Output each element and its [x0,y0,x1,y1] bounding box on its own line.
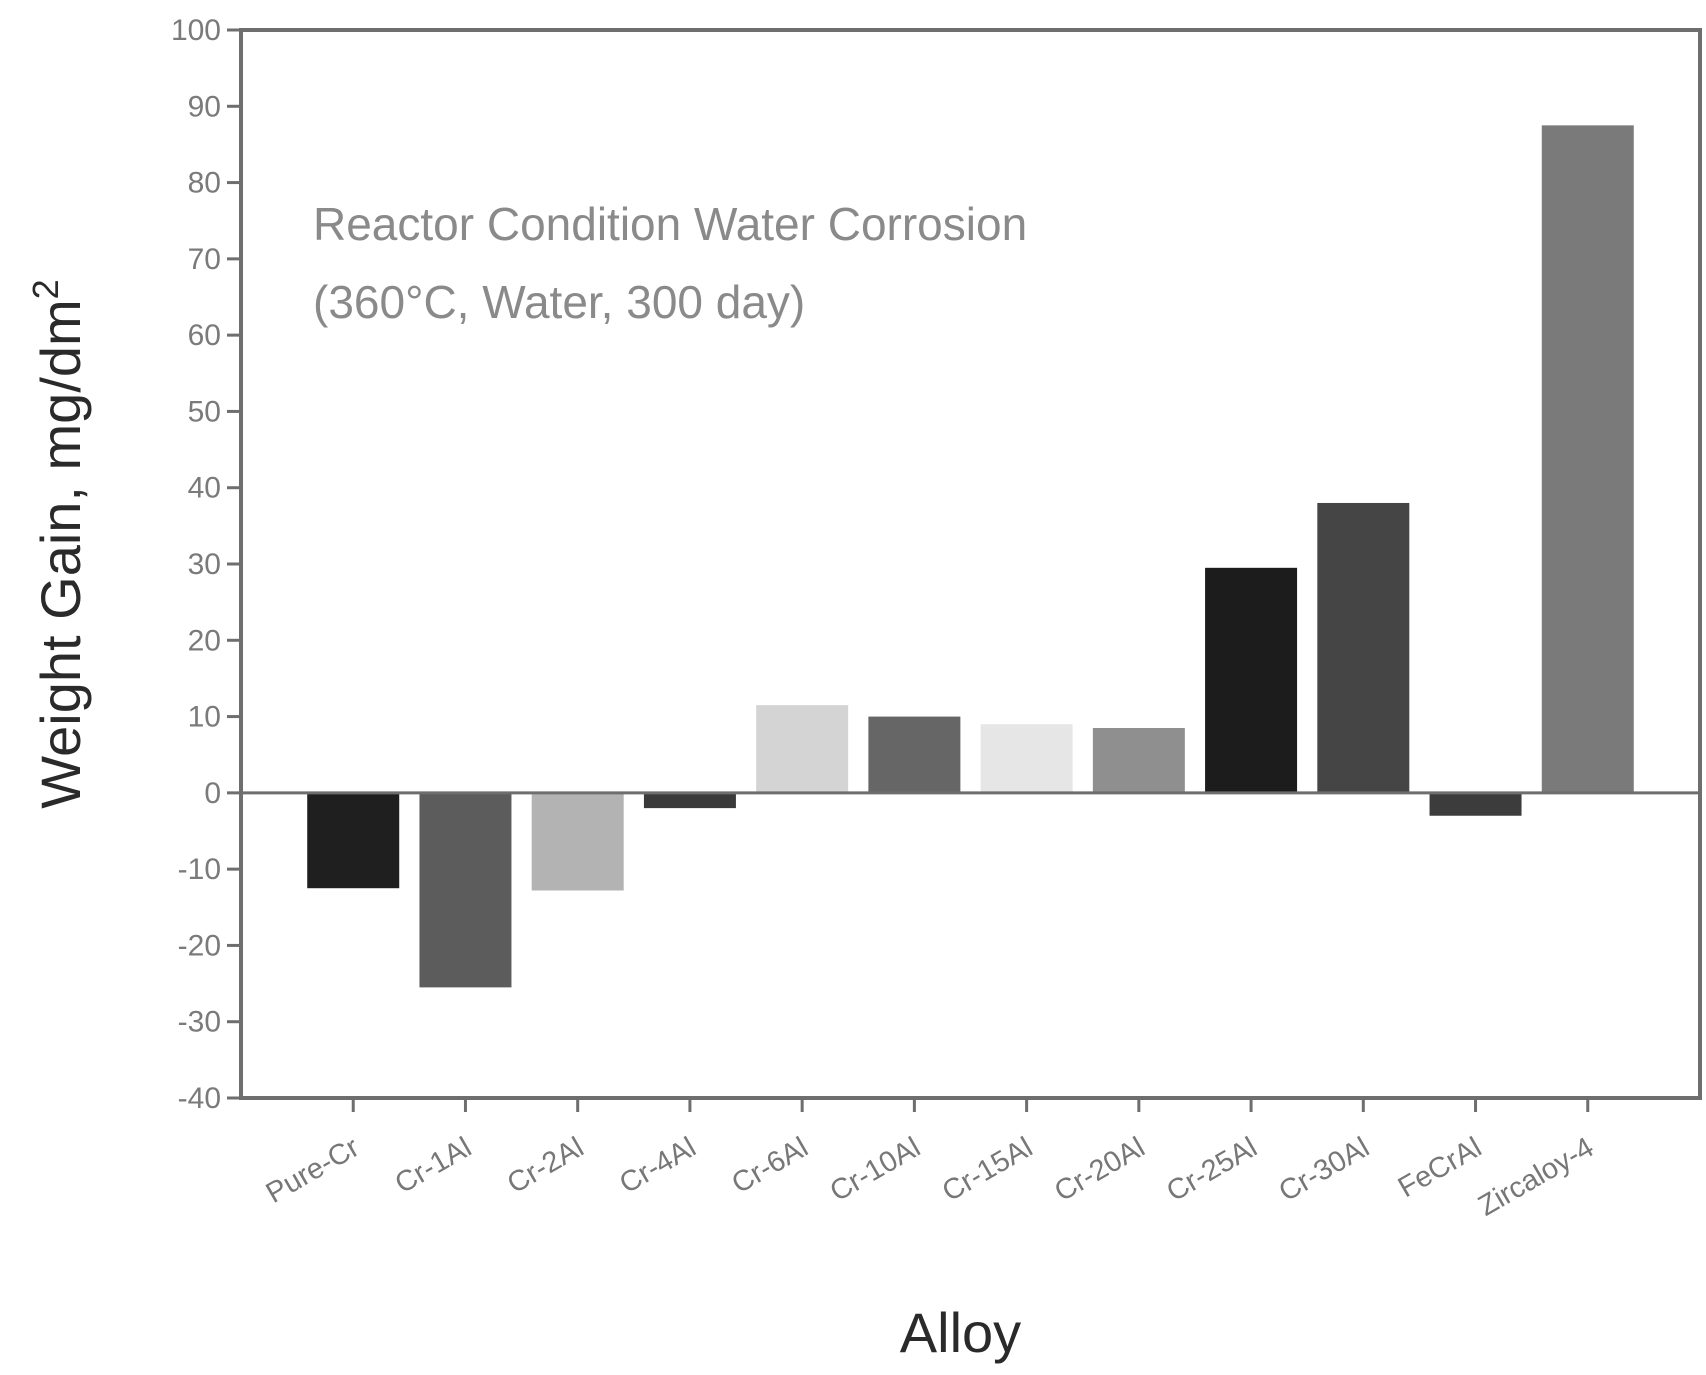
y-axis-title-text: Weight Gain, mg/dm [29,299,92,808]
bars-layer [307,125,1634,987]
bar-cr-2al [532,793,624,891]
bar-cr-25al [1205,568,1297,793]
y-tick-label: 30 [188,548,221,581]
y-tick-label: 90 [188,90,221,123]
category-label: Zircaloy-4 [1473,1131,1599,1222]
y-tick-label: -20 [178,929,221,962]
x-axis: Pure-CrCr-1AlCr-2AlCr-4AlCr-6AlCr-10AlCr… [261,1098,1599,1223]
bar-cr-30al [1317,503,1409,793]
y-tick-label: 20 [188,624,221,657]
bar-cr-10al [868,717,960,793]
annotation-line-2: (360°C, Water, 300 day) [313,276,805,328]
y-tick-label: -10 [178,853,221,886]
y-axis: 1009080706050403020100-10-20-30-40 [171,14,241,1115]
bar-cr-6al [756,705,848,793]
category-label: Cr-15Al [937,1131,1038,1208]
x-axis-title: Alloy [900,1301,1021,1364]
category-label: Pure-Cr [261,1131,365,1210]
category-label: Cr-1Al [390,1131,477,1200]
category-label: Cr-4Al [614,1131,701,1200]
y-tick-label: 0 [204,777,221,810]
bar-pure-cr [307,793,399,888]
bar-cr-4al [644,793,736,808]
y-tick-label: 40 [188,472,221,505]
bar-cr-15al [981,724,1073,793]
y-axis-title-superscript: 2 [25,279,66,299]
category-label: Cr-2Al [502,1131,589,1200]
y-tick-label: -40 [178,1082,221,1115]
bar-cr-20al [1093,728,1185,793]
y-tick-label: 50 [188,395,221,428]
bar-chart: 1009080706050403020100-10-20-30-40 Pure-… [0,0,1706,1375]
category-label: FeCrAl [1393,1131,1487,1204]
bar-cr-1al [419,793,511,988]
annotation-line-1: Reactor Condition Water Corrosion [313,198,1027,250]
y-axis-title: Weight Gain, mg/dm2 [25,279,92,808]
y-tick-label: 100 [171,14,221,47]
bar-fecral [1430,793,1522,816]
chart-container: 1009080706050403020100-10-20-30-40 Pure-… [0,0,1706,1375]
y-tick-label: -30 [178,1006,221,1039]
y-tick-label: 80 [188,167,221,200]
y-tick-label: 60 [188,319,221,352]
category-label: Cr-10Al [825,1131,926,1208]
category-label: Cr-20Al [1049,1131,1150,1208]
y-tick-label: 10 [188,701,221,734]
bar-zircaloy-4 [1542,125,1634,793]
y-tick-label: 70 [188,243,221,276]
category-label: Cr-25Al [1161,1131,1262,1208]
category-label: Cr-30Al [1274,1131,1375,1208]
category-label: Cr-6Al [726,1131,813,1200]
